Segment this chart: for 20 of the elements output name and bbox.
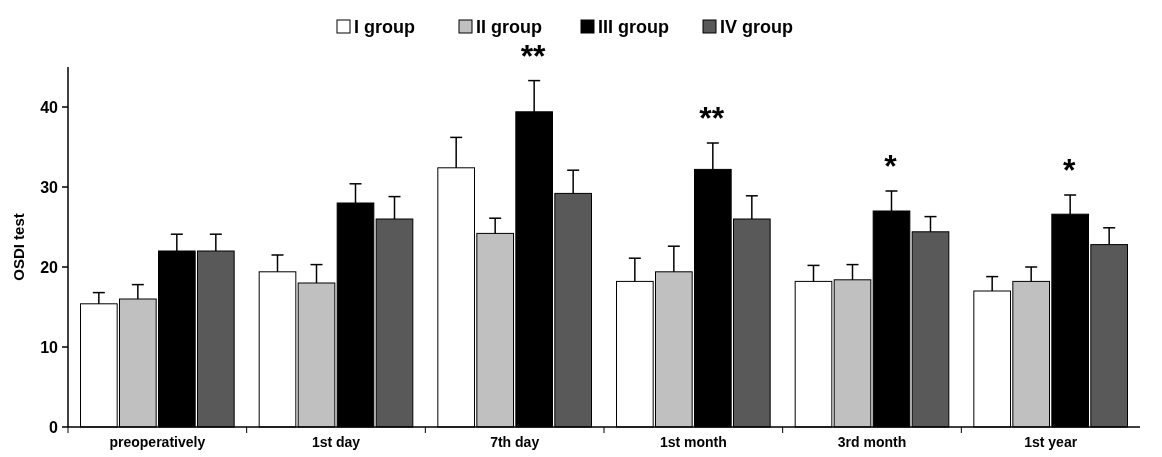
annotation: ** [699, 100, 725, 136]
x-tick-label: 1st day [311, 434, 361, 450]
x-tick-label: 1st year [1024, 434, 1078, 450]
y-tick-label: 0 [49, 418, 59, 436]
legend-label: IV group [720, 17, 793, 38]
y-tick-label: 30 [40, 178, 59, 196]
x-tick-label: 1st month [659, 434, 727, 450]
y-tick-label: 10 [40, 338, 59, 356]
legend-label: I group [354, 17, 415, 38]
y-axis-title: OSDI test [10, 213, 27, 281]
legend-label: II group [476, 17, 542, 38]
y-tick-label: 40 [40, 98, 59, 116]
y-tick-label: 20 [40, 258, 59, 276]
x-tick-label: 3rd month [837, 434, 907, 450]
annotation: ** [520, 37, 547, 74]
legend-label: III group [598, 17, 669, 38]
x-tick-label: 7th day [490, 434, 540, 450]
x-tick-label: preoperatively [109, 434, 206, 450]
annotation: * [884, 148, 898, 184]
annotation: * [1062, 152, 1076, 188]
